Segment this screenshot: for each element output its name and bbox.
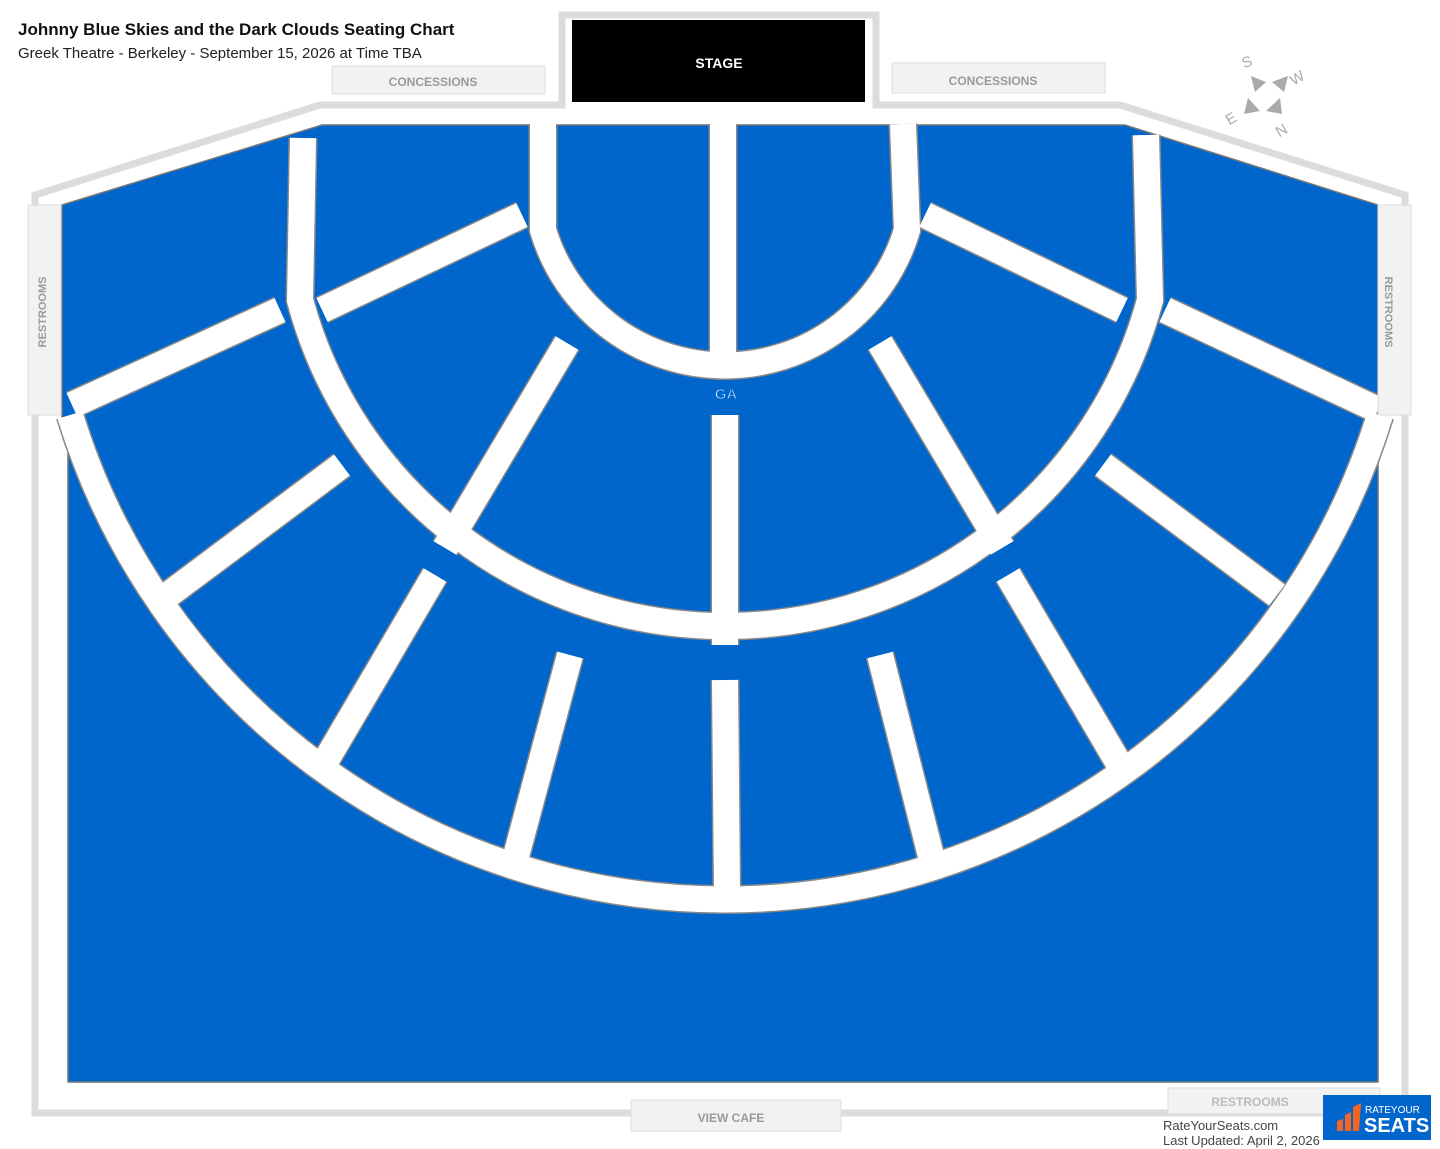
concessions-right [891,62,1106,94]
svg-text:S: S [1240,53,1255,72]
page-title: Johnny Blue Skies and the Dark Clouds Se… [18,20,455,39]
event-subtitle: Greek Theatre - Berkeley - September 15,… [18,45,422,62]
restrooms-right [1377,204,1412,416]
site-link[interactable]: RateYourSeats.com [1163,1118,1279,1133]
view-cafe [630,1099,842,1132]
concessions-left-label: CONCESSIONS [389,75,478,89]
stage [572,20,865,102]
svg-text:W: W [1287,67,1308,89]
compass-icon: S W E N [1223,53,1309,141]
last-updated: Last Updated: April 2, 2026 [1163,1133,1320,1148]
svg-text:N: N [1273,121,1291,141]
stage-label: STAGE [695,55,742,71]
view-cafe-label: VIEW CAFE [698,1111,765,1125]
concessions-left [331,65,546,95]
restrooms-left [27,204,62,416]
restrooms-left-label: RESTROOMS [37,277,49,348]
rateyourseats-logo[interactable]: RATEYOUR SEATS [1323,1095,1431,1140]
svg-text:SEATS: SEATS [1364,1115,1429,1137]
concessions-right-label: CONCESSIONS [949,74,1038,88]
svg-text:RATEYOUR: RATEYOUR [1365,1105,1420,1116]
restrooms-bottom-label: RESTROOMS [1211,1095,1288,1109]
ga-section-label[interactable]: GA [714,385,738,403]
footer-credit: RateYourSeats.com Last Updated: April 2,… [1163,1118,1320,1148]
logo-bars-icon: RATEYOUR SEATS [1337,1103,1429,1137]
restrooms-right-label: RESTROOMS [1382,277,1394,348]
svg-text:E: E [1223,109,1240,129]
